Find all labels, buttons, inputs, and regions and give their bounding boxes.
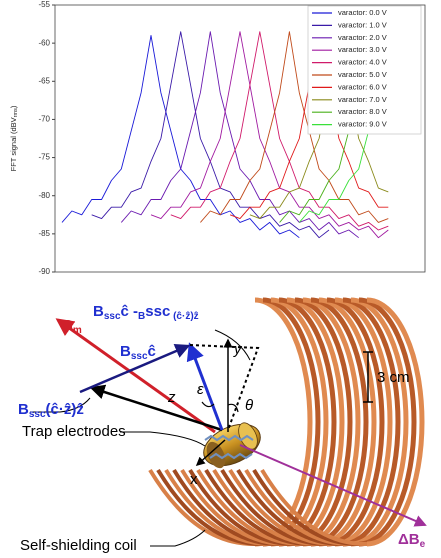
trap-electrodes	[203, 422, 261, 469]
label-part: ΔB	[398, 531, 420, 548]
diagram-label: x	[190, 471, 198, 488]
legend-label: varactor: 7.0 V	[338, 95, 387, 104]
series-line	[120, 31, 359, 239]
legend-label: varactor: 1.0 V	[338, 20, 387, 29]
label-part: ssc	[29, 409, 46, 420]
coil-turn	[310, 297, 369, 547]
y-tick-label: -65	[38, 76, 50, 85]
plot-frame	[54, 4, 426, 273]
coil-turn	[350, 297, 409, 547]
legend-label: varactor: 0.0 V	[338, 8, 387, 17]
y-axis-label: FFT signal (dBVrms)	[9, 105, 19, 171]
label-part: B	[62, 317, 73, 334]
label-part: m	[73, 325, 82, 336]
label-part: x	[190, 471, 198, 488]
diagram-label: Bssc(ĉ·ẑ)ẑ	[18, 401, 84, 420]
diagram-label: 3 cm	[377, 369, 410, 386]
legend-label: varactor: 4.0 V	[338, 58, 387, 67]
label-part: B	[93, 303, 104, 320]
y-tick-label: -55	[38, 0, 50, 9]
diagram-label: z	[167, 389, 176, 406]
diagram-label: Bsscĉ -Bssc (ĉ·ẑ)ẑ	[93, 303, 199, 322]
y-tick-label: -75	[38, 153, 50, 162]
label-part: ssc	[104, 311, 121, 322]
label-part: z	[167, 389, 176, 406]
diagram-label: Bsscĉ	[120, 343, 156, 362]
series-line	[200, 31, 389, 223]
coil-turn	[366, 297, 425, 547]
series-line	[249, 31, 389, 220]
series-line	[170, 31, 389, 231]
y-tick-label: -85	[38, 229, 50, 238]
y-label-part: FFT signal (dBV	[9, 117, 18, 171]
label-part: ssc	[131, 351, 148, 362]
diagram-label: Trap electrodes	[22, 423, 126, 440]
label-part: ĉ -	[121, 303, 139, 320]
y-tick-label: -90	[38, 267, 50, 276]
coil-turn	[342, 297, 401, 547]
legend-label: varactor: 3.0 V	[338, 45, 387, 54]
coil-front	[260, 468, 368, 547]
coil-turn	[358, 297, 417, 547]
label-part: Trap electrodes	[22, 423, 126, 440]
diagram-label: y	[233, 341, 243, 358]
label-part: θ	[245, 397, 253, 414]
series-line	[91, 31, 330, 239]
legend-label: varactor: 5.0 V	[338, 70, 387, 79]
diagram-label: Self-shielding coil	[20, 537, 137, 554]
coil-turn	[302, 297, 361, 547]
label-part: B	[120, 343, 131, 360]
coil-turn	[334, 297, 393, 547]
label-part: ĉ	[148, 343, 156, 360]
vectors	[30, 318, 427, 547]
y-tick-label: -70	[38, 115, 50, 124]
coil	[148, 297, 425, 547]
legend-label: varactor: 8.0 V	[338, 107, 387, 116]
legend-label: varactor: 6.0 V	[338, 82, 387, 91]
y-tick-label: -80	[38, 191, 50, 200]
y-label-part: )	[9, 105, 18, 108]
label-part: y	[233, 341, 243, 358]
diagram-label: θ	[245, 397, 253, 414]
label-part: (ĉ·ẑ)ẑ	[170, 311, 198, 322]
chart: -90 -85 -80 -75 -70 -65 -60 -55 FFT signal (dBVr…	[9, 0, 426, 276]
label-part: e	[420, 539, 426, 550]
y-label-part: rms	[13, 108, 19, 117]
legend-label: varactor: 9.0 V	[338, 120, 387, 129]
coil-turn	[318, 297, 377, 547]
label-part: 3 cm	[377, 369, 410, 386]
series-line	[150, 31, 389, 239]
label-part: ε	[197, 381, 204, 398]
y-tick-label: -60	[38, 38, 50, 47]
diagram-label: ε	[197, 381, 204, 398]
label-part: (ĉ·ẑ)ẑ	[46, 401, 84, 418]
legend-label: varactor: 2.0 V	[338, 33, 387, 42]
label-part: Self-shielding coil	[20, 537, 137, 554]
diagram-label: Bm	[62, 317, 82, 336]
diagram-label: ΔBe	[398, 531, 426, 550]
label-part: ssc	[145, 303, 170, 320]
label-part: B	[18, 401, 29, 418]
coil-turn	[326, 297, 385, 547]
label-part: B	[138, 311, 145, 322]
